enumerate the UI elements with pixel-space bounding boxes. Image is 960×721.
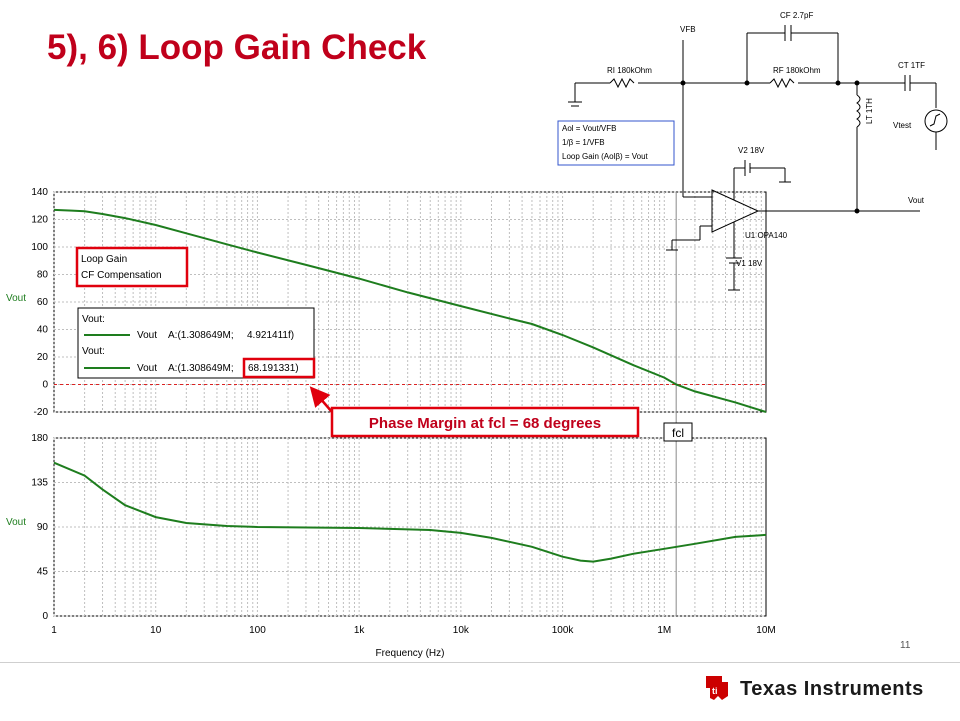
phase-margin-callout: Phase Margin at fcl = 68 degrees <box>330 406 640 438</box>
x-tick-label: 1k <box>354 625 366 636</box>
y-tick-label: 20 <box>37 352 49 363</box>
fcl-label: fcl <box>672 426 684 440</box>
y-tick-label: 0 <box>42 611 48 622</box>
cursor-row1-series: Vout <box>137 330 157 341</box>
cursor-row2-series: Vout <box>137 363 157 374</box>
phase-trace <box>53 461 767 563</box>
vfb-label: VFB <box>680 25 696 34</box>
ri-label: RI 180kOhm <box>607 66 652 75</box>
legend-box: Loop Gain CF Compensation <box>75 246 189 288</box>
cursor-readout-box: Vout: Vout A:(1.308649M; 4.921411f) Vout… <box>77 307 316 379</box>
legend-line-2: CF Compensation <box>81 270 162 281</box>
legend-line-1: Loop Gain <box>81 254 127 265</box>
y-tick-label: 90 <box>37 522 49 533</box>
cursor-row2-label: Vout: <box>82 346 105 357</box>
y-tick-label: 0 <box>42 380 48 391</box>
vtest-source-symbol <box>924 109 948 133</box>
vout-label: Vout <box>908 196 925 205</box>
svg-text:ti: ti <box>712 686 718 696</box>
slide-title: 5), 6) Loop Gain Check <box>47 28 427 67</box>
x-tick-label: 10k <box>453 625 470 636</box>
cursor-row1-label: Vout: <box>82 314 105 325</box>
equation-3: Loop Gain (Aolβ) = Vout <box>562 152 649 161</box>
x-tick-label: 100k <box>552 625 575 636</box>
callout-text: Phase Margin at fcl = 68 degrees <box>369 415 601 432</box>
ti-logo-icon: ti <box>706 676 728 700</box>
cursor-row1-value: 4.921411f) <box>247 330 294 341</box>
schematic <box>557 25 948 291</box>
page-number: 11 <box>900 640 911 651</box>
equation-2: 1/β = 1/VFB <box>562 138 605 147</box>
y-tick-label: 40 <box>37 325 49 336</box>
u1-label: U1 OPA140 <box>745 231 788 240</box>
gain-trace <box>53 208 767 413</box>
y-tick-label: 80 <box>37 270 49 281</box>
series-layer <box>53 208 767 563</box>
x-tick-label: 1M <box>657 625 671 636</box>
x-tick-label: 10M <box>756 625 775 636</box>
x-tick-label: 10 <box>150 625 162 636</box>
cursor-row2-value: 68.191331) <box>248 363 299 374</box>
y-tick-label: 135 <box>31 478 48 489</box>
cf-label: CF 2.7pF <box>780 11 813 20</box>
equation-1: Aol = Vout/VFB <box>562 124 616 133</box>
x-tick-label: 100 <box>249 625 266 636</box>
v1-label: V1 18V <box>736 259 763 268</box>
y-tick-label: 180 <box>31 433 48 444</box>
y-tick-label: 120 <box>31 215 48 226</box>
gain-ylabel: Vout <box>6 293 26 304</box>
ct-label: CT 1TF <box>898 61 925 70</box>
x-axis-label: Frequency (Hz) <box>376 648 445 659</box>
y-tick-label: 100 <box>31 242 48 253</box>
v2-label: V2 18V <box>738 146 765 155</box>
ticks-layer: -20 0 20 40 60 80 100 120 140 0 45 90 135 180 1 10 100 1k… <box>31 187 775 636</box>
y-tick-label: 45 <box>37 567 49 578</box>
opamp-symbol <box>711 189 760 233</box>
schematic-labels: VFB CF 2.7pF RI 180kOhm RF 180kOhm CT 1T… <box>562 11 925 268</box>
phase-ylabel: Vout <box>6 517 26 528</box>
ri-resistor-symbol <box>609 77 635 89</box>
callout-arrow <box>309 386 333 413</box>
y-tick-label: -20 <box>34 407 49 418</box>
lt-inductor-symbol <box>856 94 861 128</box>
vtest-label: Vtest <box>893 121 912 130</box>
grid-layer <box>53 191 766 617</box>
footer-bar <box>0 662 960 721</box>
x-tick-label: 1 <box>51 625 57 636</box>
fcl-tag: fcl <box>663 422 693 442</box>
rf-label: RF 180kOhm <box>773 66 821 75</box>
cursor-row1-prefix: A:(1.308649M; <box>168 330 234 341</box>
phase-value-highlight <box>242 357 316 379</box>
rf-resistor-symbol <box>769 77 795 89</box>
cursor-row2-prefix: A:(1.308649M; <box>168 363 234 374</box>
y-tick-label: 60 <box>37 297 49 308</box>
company-wordmark: Texas Instruments <box>740 678 924 700</box>
lt-label: LT 1TH <box>865 98 874 124</box>
y-tick-label: 140 <box>31 187 48 198</box>
